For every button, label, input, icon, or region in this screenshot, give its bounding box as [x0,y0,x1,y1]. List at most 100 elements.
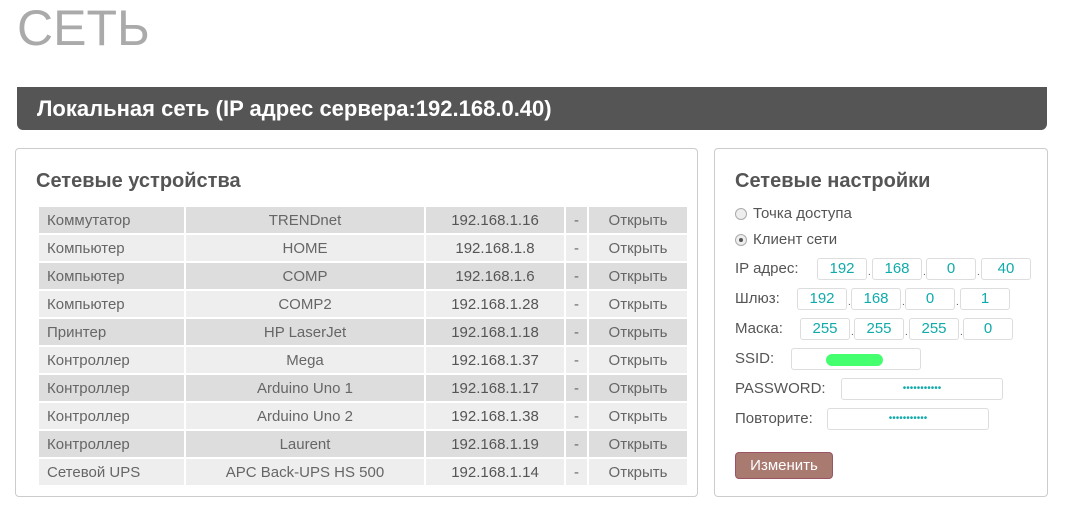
octet-separator: . [851,327,854,338]
open-link[interactable]: Открыть [589,235,687,261]
cell-ip: 192.168.1.38 [426,403,564,429]
cell-dash: - [566,375,587,401]
octet-separator: . [905,327,908,338]
password-label: PASSWORD: [735,380,826,397]
cell-dash: - [566,347,587,373]
cell-dash: - [566,403,587,429]
access-point-label: Точка доступа [753,205,852,222]
cell-dash: - [566,207,587,233]
cell-dash: - [566,431,587,457]
repeat-label: Повторите: [735,410,813,427]
cell-name: Mega [186,347,424,373]
cell-name: COMP [186,263,424,289]
table-row: Принтер HP LaserJet 192.168.1.18- Открыть [39,319,687,345]
cell-type: Сетевой UPS [39,459,184,485]
ip-octet-4[interactable]: 40 [981,258,1031,280]
table-row: Контроллер Laurent 192.168.1.19- Открыть [39,431,687,457]
open-link[interactable]: Открыть [589,459,687,485]
mask-label: Маска: [735,320,783,337]
cell-ip: 192.168.1.19 [426,431,564,457]
mask-octet-4[interactable]: 0 [963,318,1013,340]
cell-type: Принтер [39,319,184,345]
gw-octet-2[interactable]: 168 [851,288,901,310]
octet-separator: . [956,297,959,308]
cell-ip: 192.168.1.16 [426,207,564,233]
table-row: Компьютер HOME 192.168.1.8- Открыть [39,235,687,261]
gw-octet-3[interactable]: 0 [905,288,955,310]
cell-ip: 192.168.1.8 [426,235,564,261]
cell-dash: - [566,319,587,345]
cell-name: Arduino Uno 1 [186,375,424,401]
cell-ip: 192.168.1.18 [426,319,564,345]
open-link[interactable]: Открыть [589,347,687,373]
mask-octet-3[interactable]: 255 [909,318,959,340]
ip-octet-3[interactable]: 0 [926,258,976,280]
cell-ip: 192.168.1.17 [426,375,564,401]
open-link[interactable]: Открыть [589,375,687,401]
cell-name: HP LaserJet [186,319,424,345]
open-link[interactable]: Открыть [589,403,687,429]
octet-separator: . [977,267,980,278]
cell-name: Arduino Uno 2 [186,403,424,429]
octet-separator: . [848,297,851,308]
password-input[interactable]: ••••••••••• [841,378,1003,400]
mask-octet-1[interactable]: 255 [800,318,850,340]
table-row: Компьютер COMP2 192.168.1.28- Открыть [39,291,687,317]
cell-type: Компьютер [39,263,184,289]
table-row: Контроллер Arduino Uno 2 192.168.1.38- Откр… [39,403,687,429]
cell-dash: - [566,263,587,289]
cell-name: APC Back-UPS HS 500 [186,459,424,485]
open-link[interactable]: Открыть [589,207,687,233]
open-link[interactable]: Открыть [589,291,687,317]
table-row: Контроллер Arduino Uno 1 192.168.1.17- Откр… [39,375,687,401]
radio-network-client[interactable] [735,234,747,246]
ip-octet-1[interactable]: 192 [817,258,867,280]
table-row: Сетевой UPS APC Back-UPS HS 500 192.168.1.… [39,459,687,485]
change-button[interactable]: Изменить [735,452,833,479]
radio-access-point[interactable] [735,208,747,220]
gw-octet-1[interactable]: 192 [797,288,847,310]
devices-panel: Сетевые устройства Коммутатор TRENDnet 192… [15,148,698,497]
cell-name: HOME [186,235,424,261]
table-row: Компьютер COMP 192.168.1.6- Открыть [39,263,687,289]
ssid-redaction [826,354,883,366]
ssid-input[interactable] [791,348,921,370]
open-link[interactable]: Открыть [589,319,687,345]
cell-type: Компьютер [39,235,184,261]
open-link[interactable]: Открыть [589,431,687,457]
open-link[interactable]: Открыть [589,263,687,289]
settings-panel: Сетевые настройки [714,148,1048,497]
table-row: Коммутатор TRENDnet 192.168.1.16- Открыть [39,207,687,233]
cell-ip: 192.168.1.14 [426,459,564,485]
gw-octet-4[interactable]: 1 [960,288,1010,310]
cell-type: Контроллер [39,431,184,457]
octet-separator: . [902,297,905,308]
cell-type: Контроллер [39,375,184,401]
cell-type: Компьютер [39,291,184,317]
settings-title: Сетевые настройки [735,170,931,192]
cell-dash: - [566,291,587,317]
gateway-label: Шлюз: [735,290,780,307]
repeat-password-input[interactable]: ••••••••••• [827,408,989,430]
cell-type: Контроллер [39,347,184,373]
cell-name: TRENDnet [186,207,424,233]
network-client-label: Клиент сети [753,231,838,248]
devices-title: Сетевые устройства [36,170,241,192]
mask-octet-2[interactable]: 255 [854,318,904,340]
page-title: СЕТЬ [17,0,150,56]
cell-dash: - [566,459,587,485]
ip-label: IP адрес: [735,260,799,277]
devices-table: Коммутатор TRENDnet 192.168.1.16- Открыть Ко… [37,205,689,487]
section-header: Локальная сеть (IP адрес сервера:192.168… [17,87,1047,130]
octet-separator: . [960,327,963,338]
table-row: Контроллер Mega 192.168.1.37- Открыть [39,347,687,373]
ip-octet-2[interactable]: 168 [872,258,922,280]
cell-type: Контроллер [39,403,184,429]
cell-ip: 192.168.1.28 [426,291,564,317]
cell-name: COMP2 [186,291,424,317]
cell-ip: 192.168.1.37 [426,347,564,373]
cell-type: Коммутатор [39,207,184,233]
octet-separator: . [868,267,871,278]
cell-dash: - [566,235,587,261]
cell-ip: 192.168.1.6 [426,263,564,289]
